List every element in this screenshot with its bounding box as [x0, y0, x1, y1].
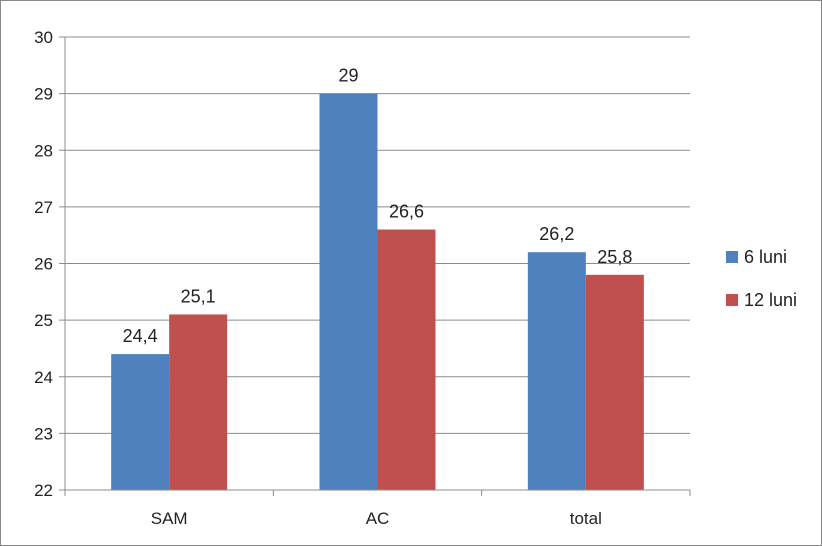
y-tick-label: 24 [34, 368, 53, 387]
legend-label: 12 luni [744, 290, 797, 310]
y-tick-label: 30 [34, 28, 53, 47]
x-tick-label: total [570, 509, 602, 528]
y-tick-label: 28 [34, 141, 53, 160]
y-tick-label: 25 [34, 311, 53, 330]
bar-6-luni-AC [319, 93, 378, 490]
data-labels: 24,4 25,1 29 26,6 26,2 25,8 [123, 66, 633, 346]
bar-12-luni-SAM [169, 314, 228, 490]
data-label: 29 [338, 66, 358, 86]
bar-6-luni-total [527, 252, 586, 490]
legend: 6 luni 12 luni [726, 247, 797, 310]
x-tick-label: AC [366, 509, 390, 528]
data-label: 26,6 [389, 202, 424, 222]
y-tick-label: 27 [34, 198, 53, 217]
axes [59, 36, 691, 496]
legend-swatch [726, 251, 738, 263]
data-label: 24,4 [123, 326, 158, 346]
x-axis-ticks: SAM AC total [151, 509, 602, 528]
x-tick-label: SAM [151, 509, 188, 528]
y-tick-label: 26 [34, 255, 53, 274]
bar-6-luni-SAM [111, 354, 170, 490]
data-label: 25,8 [597, 247, 632, 267]
data-label: 26,2 [539, 224, 574, 244]
legend-label: 6 luni [744, 247, 787, 267]
legend-swatch [726, 294, 738, 306]
bars [111, 93, 644, 490]
data-label: 25,1 [181, 286, 216, 306]
y-tick-label: 29 [34, 85, 53, 104]
y-axis-ticks: 22 23 24 25 26 27 28 29 30 [34, 28, 53, 500]
y-tick-label: 22 [34, 481, 53, 500]
y-tick-label: 23 [34, 424, 53, 443]
bar-12-luni-total [585, 274, 644, 490]
bar-12-luni-AC [377, 229, 436, 490]
